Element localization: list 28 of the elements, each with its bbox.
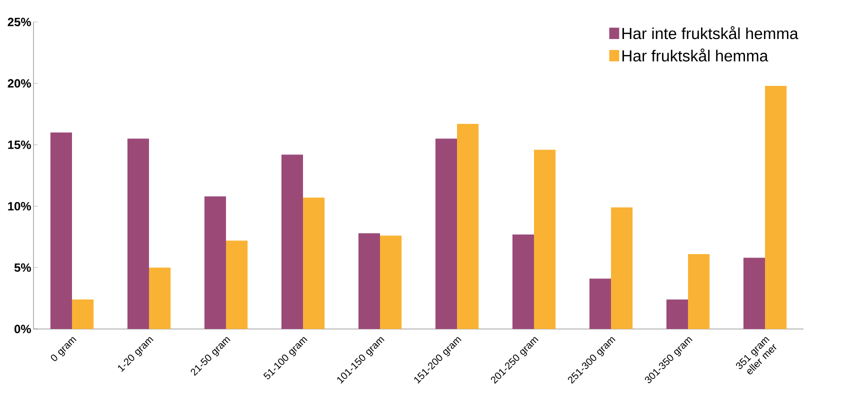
bar (226, 240, 248, 329)
bar (435, 138, 458, 329)
y-tick-label: 15% (8, 140, 31, 150)
bar (457, 124, 479, 329)
bar (127, 138, 149, 329)
bar (534, 150, 556, 329)
bar (281, 154, 304, 329)
y-tick-label: 5% (14, 263, 31, 272)
bar (666, 300, 688, 329)
bar (743, 258, 766, 329)
y-tick-label: 25% (8, 18, 31, 26)
bar (611, 207, 633, 329)
bar (72, 300, 94, 329)
legend-label: Har fruktskål hemma (622, 48, 768, 62)
bar (358, 233, 380, 329)
y-tick-label: 20% (8, 79, 31, 88)
y-tick-label: 10% (8, 202, 31, 210)
y-tick-label: 0% (14, 324, 31, 334)
bar (765, 86, 787, 329)
bar (512, 234, 534, 329)
bar (303, 198, 325, 329)
bar (589, 278, 612, 329)
bar (204, 196, 226, 329)
bar (380, 236, 402, 329)
bar (688, 254, 710, 329)
bar (149, 268, 171, 329)
bar (50, 132, 72, 329)
legend-label: Har inte fruktskål hemma (622, 26, 798, 40)
